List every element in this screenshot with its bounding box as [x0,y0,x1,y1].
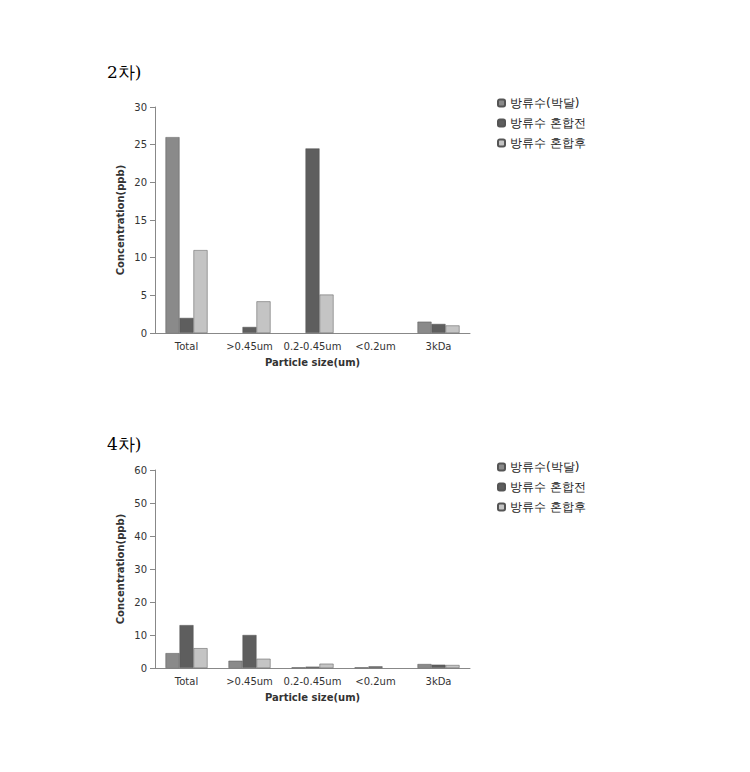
svg-text:50: 50 [134,498,147,509]
svg-text:0.2-0.45um: 0.2-0.45um [284,676,342,687]
svg-text:0: 0 [141,328,147,339]
svg-text:30: 30 [134,102,147,113]
svg-text:방류수(박달): 방류수(박달) [510,96,579,110]
svg-text:0.2-0.45um: 0.2-0.45um [284,341,342,352]
svg-text:방류수 혼합후: 방류수 혼합후 [510,136,586,150]
svg-text:<0.2um: <0.2um [355,676,395,687]
svg-text:20: 20 [134,177,147,188]
svg-text:방류수 혼합전: 방류수 혼합전 [510,116,586,130]
svg-text:Concentration(ppb): Concentration(ppb) [115,165,126,275]
svg-text:2차): 2차) [107,62,141,82]
svg-text:>0.45um: >0.45um [226,676,273,687]
svg-text:방류수(박달): 방류수(박달) [510,460,579,474]
svg-text:15: 15 [134,215,147,226]
svg-text:3kDa: 3kDa [426,341,452,352]
svg-text:20: 20 [134,597,147,608]
svg-text:Total: Total [174,676,198,687]
svg-text:Total: Total [174,341,198,352]
svg-text:3kDa: 3kDa [426,676,452,687]
svg-text:Concentration(ppb): Concentration(ppb) [115,514,126,624]
svg-text:10: 10 [134,630,147,641]
svg-text:60: 60 [134,465,147,476]
svg-text:25: 25 [134,139,147,150]
svg-text:40: 40 [134,531,147,542]
svg-text:30: 30 [134,564,147,575]
svg-text:방류수 혼합전: 방류수 혼합전 [510,480,586,494]
svg-text:<0.2um: <0.2um [355,341,395,352]
svg-text:0: 0 [141,663,147,674]
svg-text:Particle size(um): Particle size(um) [265,692,360,703]
svg-text:Particle size(um): Particle size(um) [265,357,360,368]
svg-text:10: 10 [134,252,147,263]
svg-text:방류수 혼합후: 방류수 혼합후 [510,500,586,514]
svg-text:5: 5 [141,290,147,301]
svg-text:4차): 4차) [107,434,141,454]
svg-text:>0.45um: >0.45um [226,341,273,352]
